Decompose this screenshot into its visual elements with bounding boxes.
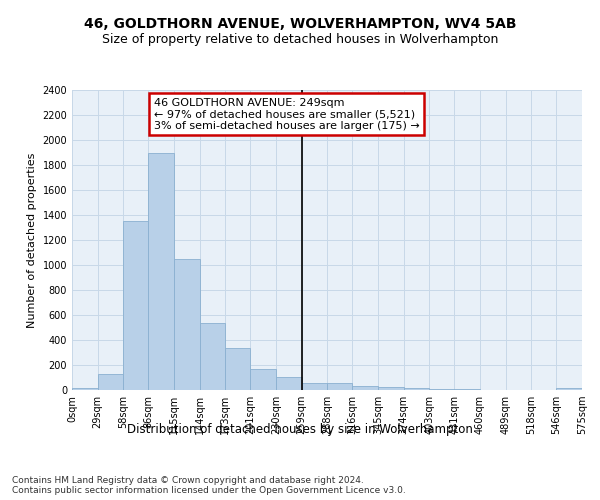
Bar — [200, 323, 226, 390]
Text: Size of property relative to detached houses in Wolverhampton: Size of property relative to detached ho… — [102, 32, 498, 46]
Bar — [328, 383, 352, 390]
Y-axis label: Number of detached properties: Number of detached properties — [27, 152, 37, 328]
Bar — [174, 260, 200, 390]
Bar — [98, 374, 124, 390]
Text: 46 GOLDTHORN AVENUE: 249sqm
← 97% of detached houses are smaller (5,521)
3% of s: 46 GOLDTHORN AVENUE: 249sqm ← 97% of det… — [154, 98, 419, 130]
Bar — [302, 382, 328, 390]
Text: Contains HM Land Registry data © Crown copyright and database right 2024.
Contai: Contains HM Land Registry data © Crown c… — [12, 476, 406, 495]
Bar — [352, 386, 378, 390]
Bar — [556, 388, 582, 390]
Bar — [124, 221, 148, 390]
Bar — [226, 348, 250, 390]
Bar — [404, 388, 430, 390]
Bar — [148, 152, 174, 390]
Text: 46, GOLDTHORN AVENUE, WOLVERHAMPTON, WV4 5AB: 46, GOLDTHORN AVENUE, WOLVERHAMPTON, WV4… — [84, 18, 516, 32]
Text: Distribution of detached houses by size in Wolverhampton: Distribution of detached houses by size … — [127, 422, 473, 436]
Bar — [378, 387, 404, 390]
Bar — [430, 389, 454, 390]
Bar — [250, 370, 276, 390]
Bar — [276, 377, 302, 390]
Bar — [72, 388, 98, 390]
